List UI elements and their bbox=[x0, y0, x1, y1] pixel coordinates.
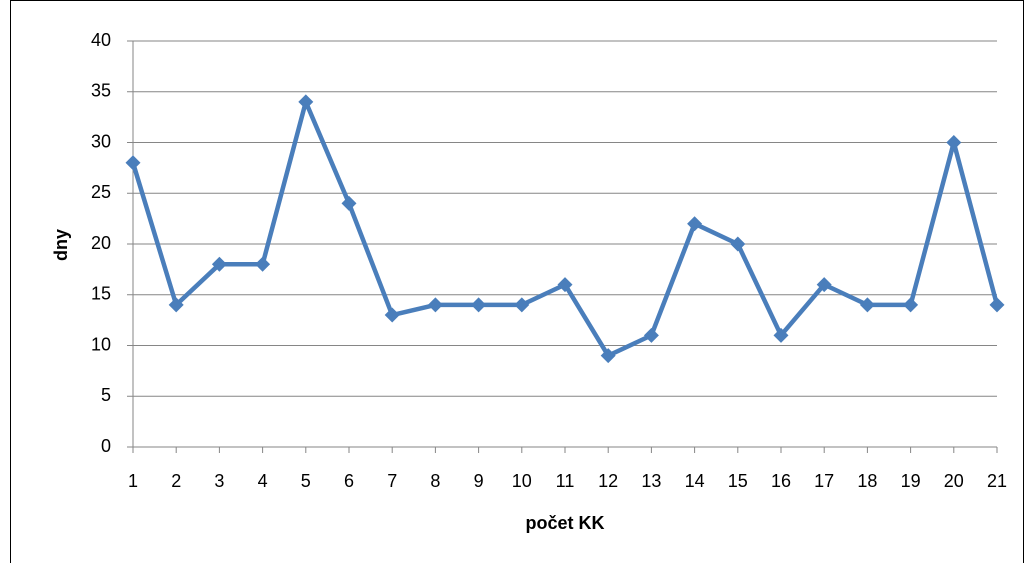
x-tick-label: 12 bbox=[598, 471, 618, 491]
chart-frame bbox=[10, 0, 1024, 563]
data-point bbox=[773, 327, 789, 343]
data-point bbox=[903, 297, 919, 313]
y-tick-label: 40 bbox=[91, 30, 111, 50]
data-point bbox=[643, 327, 659, 343]
data-point bbox=[298, 94, 314, 110]
x-tick-label: 15 bbox=[728, 471, 748, 491]
data-point bbox=[125, 155, 141, 171]
y-axis-title: dny bbox=[51, 229, 71, 261]
x-tick-label: 10 bbox=[512, 471, 532, 491]
x-tick-label: 2 bbox=[171, 471, 181, 491]
data-point bbox=[255, 256, 271, 272]
x-axis-title: počet KK bbox=[525, 513, 604, 533]
y-tick-label: 30 bbox=[91, 131, 111, 151]
data-point bbox=[989, 297, 1005, 313]
y-tick-label: 15 bbox=[91, 284, 111, 304]
x-tick-label: 1 bbox=[128, 471, 138, 491]
x-tick-label: 9 bbox=[474, 471, 484, 491]
x-tick-label: 7 bbox=[387, 471, 397, 491]
series-line bbox=[130, 99, 1000, 358]
x-tick-label: 20 bbox=[944, 471, 964, 491]
data-point bbox=[427, 297, 443, 313]
x-tick-label: 19 bbox=[901, 471, 921, 491]
data-point bbox=[600, 348, 616, 364]
data-point bbox=[859, 297, 875, 313]
data-point bbox=[946, 135, 962, 150]
x-tick-label: 14 bbox=[685, 471, 705, 491]
x-tick-label: 16 bbox=[771, 471, 791, 491]
data-point bbox=[341, 195, 357, 211]
data-point bbox=[514, 297, 530, 313]
data-point bbox=[384, 307, 400, 323]
y-tick-label: 25 bbox=[91, 182, 111, 202]
y-tick-label: 10 bbox=[91, 334, 111, 354]
x-tick-label: 4 bbox=[258, 471, 268, 491]
x-tick-label: 11 bbox=[556, 471, 575, 491]
data-point bbox=[471, 297, 487, 313]
data-point bbox=[730, 236, 746, 252]
x-tick-label: 6 bbox=[344, 471, 354, 491]
y-tick-label: 20 bbox=[91, 233, 111, 253]
x-tick-label: 5 bbox=[301, 471, 311, 491]
x-tick-label: 17 bbox=[814, 471, 834, 491]
x-tick-label: 18 bbox=[857, 471, 877, 491]
data-point bbox=[687, 216, 703, 232]
data-point bbox=[211, 256, 227, 272]
x-tick-label: 3 bbox=[214, 471, 224, 491]
x-tick-label: 8 bbox=[430, 471, 440, 491]
x-tick-label: 21 bbox=[987, 471, 1007, 491]
data-point bbox=[168, 297, 184, 313]
data-point bbox=[557, 277, 573, 293]
y-tick-label: 35 bbox=[91, 81, 111, 101]
y-tick-label: 0 bbox=[101, 436, 111, 456]
x-tick-label: 13 bbox=[641, 471, 661, 491]
data-point bbox=[816, 277, 832, 293]
y-tick-label: 5 bbox=[101, 385, 111, 405]
